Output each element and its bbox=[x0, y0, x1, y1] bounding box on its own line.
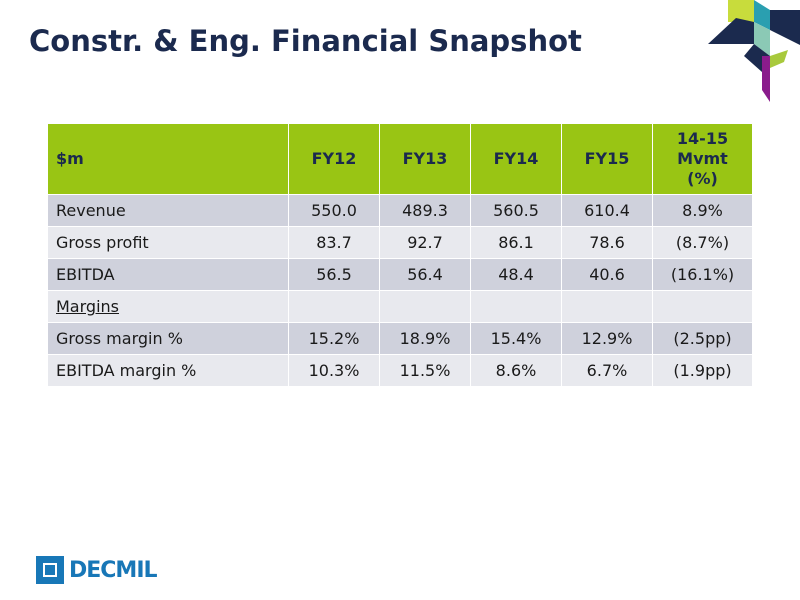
table-cell: 48.4 bbox=[470, 258, 562, 291]
column-header-fy12: FY12 bbox=[288, 123, 380, 195]
table-cell: 15.2% bbox=[288, 322, 380, 355]
table-cell: (16.1%) bbox=[652, 258, 753, 291]
row-label: Gross margin % bbox=[47, 322, 289, 355]
table-cell: 550.0 bbox=[288, 194, 380, 227]
table-cell bbox=[379, 290, 471, 323]
table-cell: 86.1 bbox=[470, 226, 562, 259]
logo-text: DECMIL bbox=[69, 557, 158, 583]
table-cell: 11.5% bbox=[379, 354, 471, 387]
table-row-ebitda: EBITDA 56.5 56.4 48.4 40.6 (16.1%) bbox=[47, 258, 753, 291]
page-title: Constr. & Eng. Financial Snapshot bbox=[29, 24, 582, 58]
table-cell: 8.6% bbox=[470, 354, 562, 387]
table-cell: 6.7% bbox=[561, 354, 653, 387]
row-label: EBITDA bbox=[47, 258, 289, 291]
table-cell: 10.3% bbox=[288, 354, 380, 387]
table-cell: 83.7 bbox=[288, 226, 380, 259]
table-row-margins: Margins bbox=[47, 290, 753, 323]
column-header-movement: 14-15 Mvmt (%) bbox=[652, 123, 753, 195]
table-cell: 56.4 bbox=[379, 258, 471, 291]
row-label: Revenue bbox=[47, 194, 289, 227]
column-header-fy13: FY13 bbox=[379, 123, 471, 195]
table-cell: 8.9% bbox=[652, 194, 753, 227]
table-cell: 12.9% bbox=[561, 322, 653, 355]
decorative-arrow-graphic bbox=[708, 0, 800, 102]
table-cell: (1.9pp) bbox=[652, 354, 753, 387]
table-row-gross-profit: Gross profit 83.7 92.7 86.1 78.6 (8.7%) bbox=[47, 226, 753, 259]
table-cell bbox=[470, 290, 562, 323]
table-cell bbox=[652, 290, 753, 323]
logo-square-icon bbox=[36, 556, 64, 584]
table-cell: 56.5 bbox=[288, 258, 380, 291]
row-label: EBITDA margin % bbox=[47, 354, 289, 387]
table-cell: 78.6 bbox=[561, 226, 653, 259]
table-cell: 15.4% bbox=[470, 322, 562, 355]
row-label: Gross profit bbox=[47, 226, 289, 259]
table-cell: 489.3 bbox=[379, 194, 471, 227]
table-cell: 560.5 bbox=[470, 194, 562, 227]
section-label-margins: Margins bbox=[56, 297, 119, 316]
table-cell bbox=[288, 290, 380, 323]
column-header-fy14: FY14 bbox=[470, 123, 562, 195]
column-header-unit: $m bbox=[47, 123, 289, 195]
table-cell: 18.9% bbox=[379, 322, 471, 355]
table-cell bbox=[561, 290, 653, 323]
table-row-gross-margin: Gross margin % 15.2% 18.9% 15.4% 12.9% (… bbox=[47, 322, 753, 355]
table-cell: (8.7%) bbox=[652, 226, 753, 259]
table-cell: 92.7 bbox=[379, 226, 471, 259]
table-header-row: $m FY12 FY13 FY14 FY15 14-15 Mvmt (%) bbox=[47, 123, 753, 195]
table-cell: 610.4 bbox=[561, 194, 653, 227]
row-label: Margins bbox=[47, 290, 289, 323]
table-row-ebitda-margin: EBITDA margin % 10.3% 11.5% 8.6% 6.7% (1… bbox=[47, 354, 753, 387]
table-cell: 40.6 bbox=[561, 258, 653, 291]
column-header-fy15: FY15 bbox=[561, 123, 653, 195]
table-row-revenue: Revenue 550.0 489.3 560.5 610.4 8.9% bbox=[47, 194, 753, 227]
financial-snapshot-table: $m FY12 FY13 FY14 FY15 14-15 Mvmt (%) Re… bbox=[47, 123, 753, 387]
company-logo: DECMIL bbox=[36, 556, 158, 584]
table-cell: (2.5pp) bbox=[652, 322, 753, 355]
